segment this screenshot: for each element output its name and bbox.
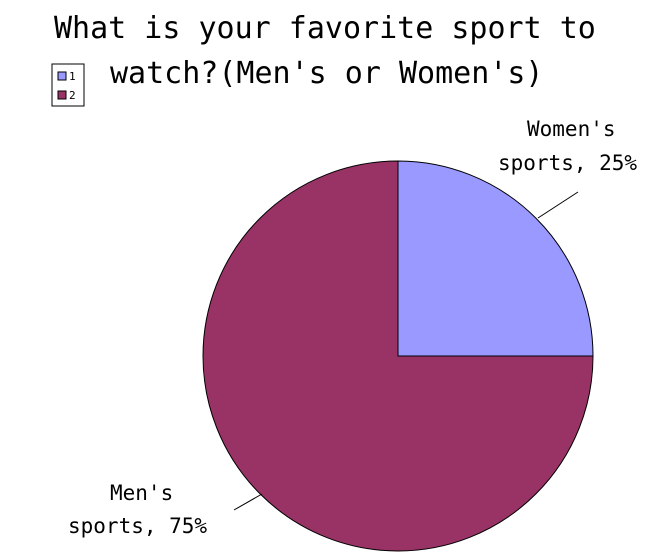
- slice-labels: Women's sports, 25% Men's sports, 75%: [68, 117, 637, 538]
- chart-title: What is your favorite sport to watch?(Me…: [54, 11, 596, 91]
- pie-slices: [202, 160, 594, 552]
- legend-label-2: 2: [69, 89, 76, 102]
- legend-label-1: 1: [69, 70, 76, 83]
- legend-box: [51, 63, 85, 107]
- slice-label-mens-line-1: Men's: [110, 481, 173, 505]
- pie-slice-2: [202, 160, 594, 552]
- leader-line-womens: [537, 191, 579, 219]
- leader-line-mens: [233, 493, 263, 511]
- legend-swatch-2: [57, 90, 67, 100]
- chart-title-line-2: watch?(Men's or Women's): [110, 56, 543, 91]
- legend-swatch-1: [57, 71, 67, 81]
- legend: 1 2: [51, 63, 85, 107]
- pie-slice-1: [397, 160, 594, 357]
- slice-label-mens-line-2: sports, 75%: [68, 514, 207, 538]
- slice-label-womens-line-2: sports, 25%: [498, 151, 637, 175]
- slice-label-womens-line-1: Women's: [527, 117, 616, 141]
- chart-title-line-1: What is your favorite sport to: [54, 11, 596, 46]
